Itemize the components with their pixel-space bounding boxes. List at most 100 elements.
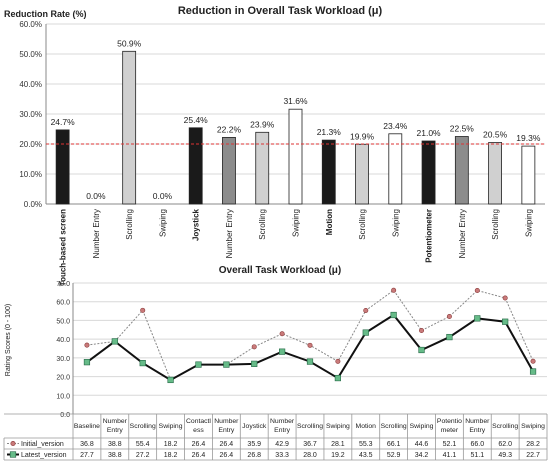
- bar-category-label: Motion: [325, 209, 334, 235]
- table-category-label: Contactl ess: [186, 418, 211, 434]
- bar-category-label: Scrolling: [258, 209, 267, 240]
- bar-chart-y-axis-label: Reduction Rate (%): [4, 9, 87, 19]
- table-value-cell: 52.9: [387, 452, 401, 459]
- series-point: [251, 344, 257, 350]
- line-chart-title: Overall Task Workload (μ): [219, 265, 341, 276]
- bar-category-label: Scrolling: [125, 209, 134, 240]
- bar-chart-y-tick-label: 50.0%: [19, 50, 42, 59]
- table-value-cell: 26.8: [247, 452, 261, 459]
- series-point: [363, 308, 369, 314]
- bar-value-label: 22.5%: [450, 124, 475, 134]
- bar-chart-y-tick-label: 30.0%: [19, 110, 42, 119]
- series-point: [446, 313, 452, 319]
- legend-marker-key: [9, 451, 17, 458]
- bar-category-label: Scrolling: [358, 209, 367, 240]
- bar: [521, 145, 536, 205]
- table-value-cell: 26.4: [192, 452, 206, 459]
- bar: [288, 108, 303, 205]
- line-chart-y-tick-label: 40.0: [56, 337, 70, 344]
- bar-category-label: Potentiometer: [425, 209, 434, 263]
- series-point: [474, 287, 480, 293]
- series-point: [279, 348, 286, 355]
- series-point: [111, 338, 118, 345]
- table-category-label-line: Entry: [469, 427, 485, 434]
- bar-value-label: 25.4%: [184, 115, 209, 125]
- table-category-label: Swiping: [159, 423, 183, 430]
- table-value-cell: 66.0: [470, 441, 484, 448]
- line-chart-series: [83, 287, 537, 384]
- series-point: [84, 342, 90, 348]
- table-category-label-line: Entry: [218, 427, 234, 434]
- series-point: [418, 346, 425, 354]
- table-category-label-line: ess: [193, 427, 204, 434]
- table-category-label-line: Number: [103, 418, 128, 425]
- table-value-cell: 36.8: [80, 441, 94, 448]
- line-chart-y-tick-label: 50.0: [56, 318, 70, 325]
- table-category-label: Potentio meter: [437, 418, 462, 434]
- bar-value-label: 21.3%: [317, 127, 342, 137]
- bar-chart-title: Reduction in Overall Task Workload (μ): [178, 5, 383, 17]
- bar: [488, 142, 503, 205]
- line-chart-y-tick-label: 20.0: [56, 375, 70, 382]
- bar: [222, 136, 236, 205]
- table-value-cell: 52.1: [443, 441, 457, 448]
- line-chart: Overall Task Workload (μ) Rating Scores …: [3, 265, 548, 461]
- bar-value-label: 23.9%: [250, 119, 275, 129]
- table-value-cell: 18.2: [164, 441, 178, 448]
- table-category-label: Number Entry: [103, 418, 128, 434]
- series-point: [334, 374, 341, 382]
- series-point: [502, 295, 508, 301]
- bar-category-label: Swiping: [292, 209, 301, 237]
- table-value-cell: 42.9: [275, 441, 289, 448]
- table-category-label: Swiping: [410, 423, 434, 430]
- table-value-cell: 22.7: [526, 452, 540, 459]
- table-value-cell: 36.7: [303, 441, 317, 448]
- table-value-cell: 55.3: [359, 441, 373, 448]
- table-value-cell: 55.4: [136, 441, 150, 448]
- line-chart-y-tick-label: 30.0: [56, 356, 70, 363]
- bar-value-label: 0.0%: [153, 191, 173, 201]
- table-value-cell: 26.4: [220, 452, 234, 459]
- table-category-label: Motion: [356, 423, 377, 430]
- bar: [55, 129, 70, 205]
- bar-value-label: 24.7%: [51, 117, 76, 127]
- bar: [355, 143, 369, 205]
- bar-chart-y-ticks: 0.0% 10.0% 20.0% 30.0% 40.0% 50.0% 60.0%: [19, 20, 42, 209]
- series-point: [502, 318, 509, 325]
- table-value-cell: 19.2: [331, 452, 345, 459]
- table-value-cell: 41.1: [443, 452, 457, 459]
- table-value-cell: 34.2: [415, 452, 429, 459]
- bar-category-label: Number Entry: [92, 209, 101, 258]
- table-category-label-line: meter: [441, 427, 459, 434]
- table-value-cell: 66.1: [387, 441, 401, 448]
- series-point: [140, 307, 146, 313]
- table-category-label-line: Entry: [274, 427, 290, 434]
- line-chart-y-axis-label: Rating Scores (0 - 100): [5, 304, 12, 376]
- bar: [388, 133, 403, 205]
- table-value-cell: 28.2: [526, 441, 540, 448]
- table-value-cell: 38.8: [108, 452, 122, 459]
- series-point: [167, 376, 174, 384]
- series-point: [419, 328, 425, 334]
- table-value-cell: 26.4: [220, 441, 234, 448]
- table-value-cell: 44.6: [415, 441, 429, 448]
- series-point: [391, 287, 397, 293]
- series-point: [335, 358, 341, 364]
- legend-series-name: Latest_version: [21, 452, 67, 459]
- bar-category-label: Swiping: [524, 209, 533, 237]
- line-chart-y-tick-label: 70.0: [56, 281, 70, 288]
- series-line-Initial_version: [86, 289, 534, 381]
- bar-chart-y-tick-label: 40.0%: [19, 80, 42, 89]
- table-category-label-line: Entry: [107, 427, 123, 434]
- table-category-label-line: Number: [214, 418, 239, 425]
- table-category-label: Number Entry: [214, 418, 239, 434]
- series-point: [83, 359, 91, 366]
- bar-chart-category-labels: Touch-based screen Number Entry Scrolling S…: [59, 208, 534, 286]
- table-category-label-line: Number: [270, 418, 295, 425]
- table-value-cell: 51.1: [470, 452, 484, 459]
- table-value-cell: 62.0: [498, 441, 512, 448]
- bar-chart-y-tick-label: 20.0%: [19, 140, 42, 149]
- table-value-cell: 27.7: [80, 452, 94, 459]
